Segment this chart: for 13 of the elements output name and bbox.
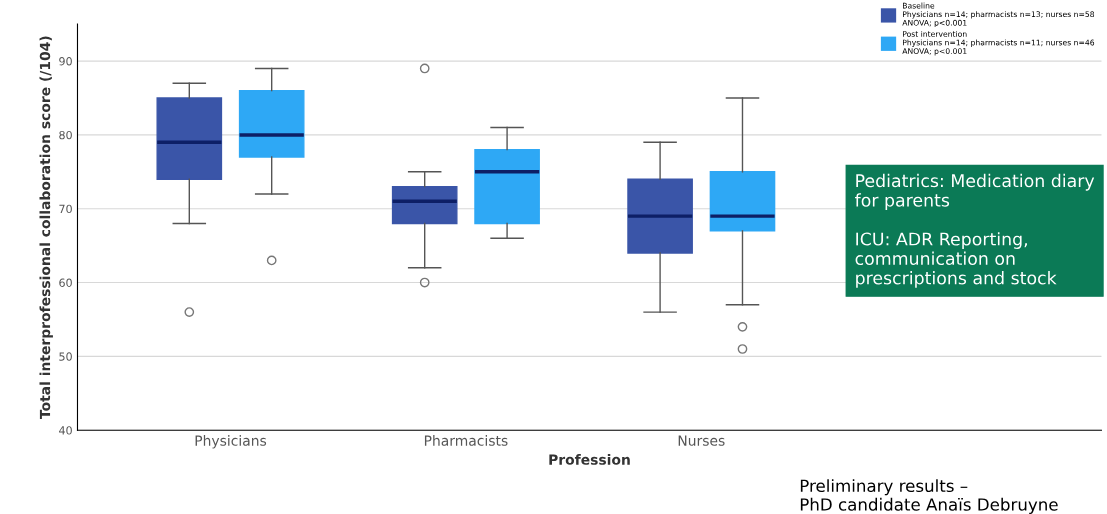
text: Preliminary results – PhD candidate Anaïs Debruyne: [800, 479, 1058, 514]
x-axis-title: Profession: [549, 454, 630, 465]
y-tick-label: 90: [59, 57, 72, 66]
y-tick-label: 70: [59, 204, 72, 214]
x-tick-label: Pharmacists: [424, 435, 508, 446]
x-tick-label: Nurses: [678, 435, 725, 446]
y-tick-label: 50: [59, 352, 72, 361]
y-tick-label: 80: [59, 130, 72, 140]
x-tick-label: Physicians: [195, 435, 267, 449]
text: Pediatrics: Medication diary for parents ICU: ADR Reporting, communication on prescriptions and stock: [855, 173, 1095, 288]
y-tick-label: 60: [59, 278, 72, 287]
y-tick-label: 40: [59, 426, 72, 435]
y-axis-title: Total interprofessional collaboration score (/104): [39, 36, 53, 420]
